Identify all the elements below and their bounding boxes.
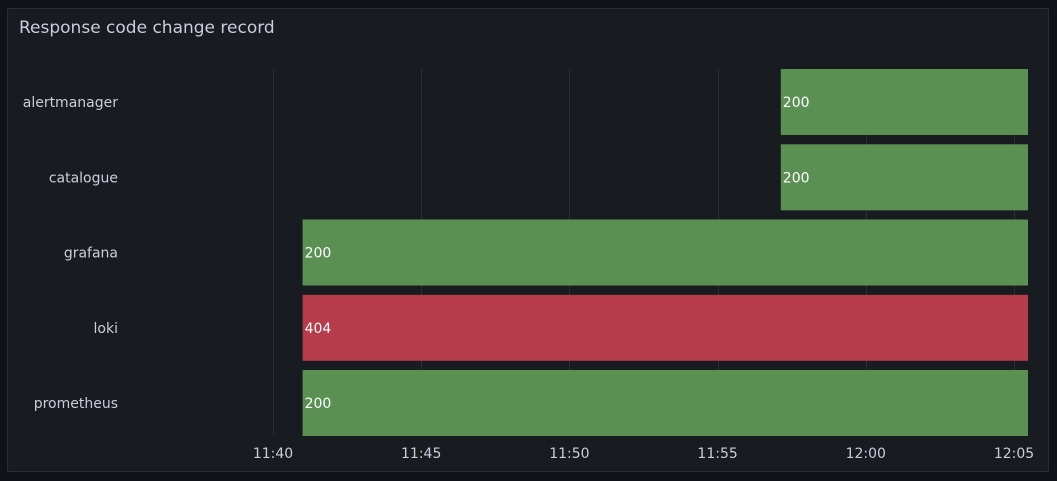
bar-value-label: 200 xyxy=(305,396,332,412)
x-tick-label: 11:40 xyxy=(253,446,293,462)
x-tick-label: 11:55 xyxy=(697,446,737,462)
row-label: prometheus xyxy=(34,396,118,412)
state-bar[interactable] xyxy=(302,294,1029,361)
panel-title[interactable]: Response code change record xyxy=(19,18,275,38)
state-bar[interactable] xyxy=(302,370,1029,436)
state-bar[interactable] xyxy=(302,219,1029,286)
row-label: alertmanager xyxy=(23,95,118,111)
bar-value-label: 200 xyxy=(783,170,810,186)
bar-value-label: 200 xyxy=(783,95,810,111)
row-label: grafana xyxy=(64,246,118,262)
bar-value-label: 200 xyxy=(305,246,332,262)
bar-value-label: 404 xyxy=(305,321,332,337)
x-tick-label: 12:00 xyxy=(846,446,886,462)
row-label: catalogue xyxy=(49,170,118,186)
row-label: loki xyxy=(94,321,118,337)
state-bar[interactable] xyxy=(780,144,1028,211)
x-tick-label: 11:45 xyxy=(401,446,441,462)
x-tick-label: 12:05 xyxy=(994,446,1034,462)
x-tick-label: 11:50 xyxy=(549,446,589,462)
state-bar[interactable] xyxy=(780,69,1028,135)
